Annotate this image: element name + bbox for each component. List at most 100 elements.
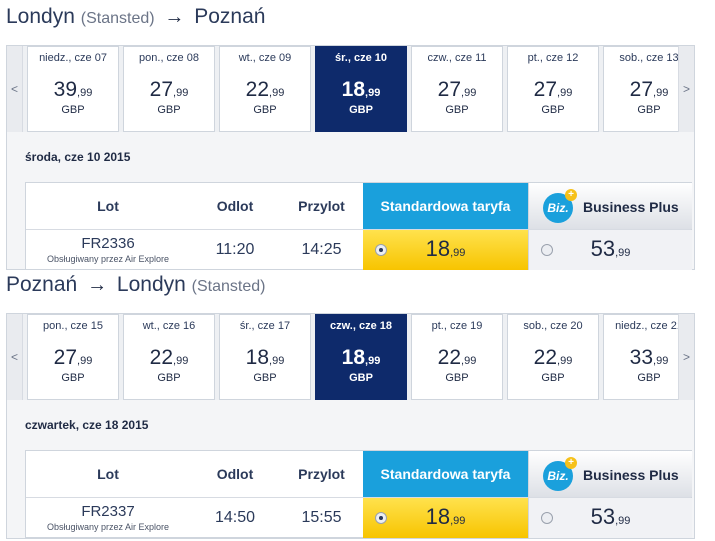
day-label: pon., cze 08 — [139, 52, 199, 64]
flight-number: FR2337 — [81, 503, 135, 520]
col-arrive-header: Przylot — [298, 198, 345, 214]
arrive-time: 15:55 — [301, 509, 342, 526]
day-price: 22,99 — [533, 346, 573, 369]
outbound-day-card[interactable]: pon., cze 08 27,99 GBP — [123, 46, 215, 132]
return-fare-table: Lot Odlot Przylot Standardowa taryfa Biz… — [25, 450, 692, 538]
outbound-prev-week-button[interactable]: < — [7, 46, 23, 132]
business-fare-option[interactable]: 53,99 — [528, 498, 692, 538]
return-destination-airport: (Stansted) — [191, 278, 266, 295]
return-prev-week-button[interactable]: < — [7, 314, 23, 400]
standard-fare-option[interactable]: 18,99 — [363, 230, 528, 270]
return-day-card[interactable]: pt., cze 19 22,99 GBP — [411, 314, 503, 400]
arrow-right-icon: → — [164, 6, 185, 28]
row-divider — [26, 497, 691, 498]
day-price: 18,99 — [245, 346, 285, 369]
day-price: 33,99 — [629, 346, 669, 369]
outbound-day-card[interactable]: niedz., cze 07 39,99 GBP — [27, 46, 119, 132]
day-currency: GBP — [157, 104, 181, 116]
day-currency: GBP — [445, 372, 469, 384]
day-price: 22,99 — [149, 346, 189, 369]
outbound-date-strip: < niedz., cze 07 39,99 GBP pon., cze 08 … — [7, 46, 695, 132]
day-price: 27,99 — [437, 78, 477, 101]
col-flight-header: Lot — [97, 466, 119, 482]
day-currency: GBP — [445, 104, 469, 116]
day-label: wt., cze 09 — [238, 52, 292, 64]
day-label: sob., cze 20 — [523, 320, 583, 332]
day-currency: GBP — [637, 104, 661, 116]
col-depart-header: Odlot — [216, 198, 254, 214]
business-plus-header: Biz. + Business Plus — [528, 451, 692, 497]
business-fare-price: 53,99 — [590, 236, 631, 261]
day-currency: GBP — [541, 372, 565, 384]
day-currency: GBP — [157, 372, 181, 384]
flight-number-cell: FR2336 Obsługiwany przez Air Explore — [26, 230, 190, 270]
business-fare-radio[interactable] — [541, 244, 553, 256]
return-origin: Poznań — [6, 273, 78, 296]
outbound-day-card-selected[interactable]: śr., cze 10 18,99 GBP — [315, 46, 407, 132]
day-currency: GBP — [61, 372, 85, 384]
outbound-fare-table: Lot Odlot Przylot Standardowa taryfa Biz… — [25, 182, 692, 270]
standard-fare-radio[interactable] — [375, 244, 387, 256]
day-label: pt., cze 12 — [527, 52, 579, 64]
business-fare-radio[interactable] — [541, 512, 553, 524]
business-plus-label: Business Plus — [583, 467, 679, 483]
return-route-title: Poznań → Londyn (Stansted) — [6, 273, 265, 297]
day-label: czw., cze 11 — [427, 52, 487, 64]
standard-fare-header: Standardowa taryfa — [363, 451, 528, 497]
return-day-card[interactable]: pon., cze 15 27,99 GBP — [27, 314, 119, 400]
col-depart-header: Odlot — [216, 466, 254, 482]
standard-fare-radio[interactable] — [375, 512, 387, 524]
standard-fare-option[interactable]: 18,99 — [363, 498, 528, 538]
day-price: 22,99 — [245, 78, 285, 101]
business-plus-label: Business Plus — [583, 199, 679, 215]
return-destination: Londyn — [116, 273, 186, 296]
day-price: 22,99 — [437, 346, 477, 369]
day-price: 18,99 — [341, 78, 381, 101]
day-label: sob., cze 13 — [619, 52, 679, 64]
day-price: 27,99 — [533, 78, 573, 101]
depart-time: 11:20 — [215, 241, 255, 258]
arrow-right-icon: → — [87, 274, 108, 296]
day-currency: GBP — [61, 104, 85, 116]
day-currency: GBP — [349, 372, 373, 384]
return-day-card[interactable]: wt., cze 16 22,99 GBP — [123, 314, 215, 400]
standard-fare-price: 18,99 — [425, 504, 466, 529]
day-currency: GBP — [541, 104, 565, 116]
plus-icon: + — [565, 189, 577, 201]
return-day-card[interactable]: sob., cze 20 22,99 GBP — [507, 314, 599, 400]
outbound-origin: Londyn — [6, 5, 75, 28]
business-fare-price: 53,99 — [590, 504, 631, 529]
standard-fare-header: Standardowa taryfa — [363, 183, 528, 229]
business-fare-option[interactable]: 53,99 — [528, 230, 692, 270]
outbound-full-date: środa, cze 10 2015 — [25, 150, 131, 164]
day-label: niedz., cze 21 — [615, 320, 683, 332]
day-price: 27,99 — [53, 346, 93, 369]
outbound-route-title: Londyn (Stansted) → Poznań — [6, 5, 265, 29]
day-price: 39,99 — [53, 78, 93, 101]
outbound-day-card[interactable]: pt., cze 12 27,99 GBP — [507, 46, 599, 132]
day-currency: GBP — [253, 104, 277, 116]
outbound-origin-airport: (Stansted) — [80, 10, 155, 27]
row-divider — [26, 229, 691, 230]
depart-time: 14:50 — [214, 509, 256, 526]
flight-operator: Obsługiwany przez Air Explore — [46, 254, 170, 264]
day-label: wt., cze 16 — [142, 320, 196, 332]
flight-number: FR2336 — [81, 235, 135, 252]
outbound-day-card[interactable]: czw., cze 11 27,99 GBP — [411, 46, 503, 132]
day-currency: GBP — [253, 372, 277, 384]
outbound-next-week-button[interactable]: > — [678, 46, 694, 132]
col-arrive-header: Przylot — [298, 466, 345, 482]
day-currency: GBP — [349, 104, 373, 116]
return-full-date: czwartek, cze 18 2015 — [25, 418, 149, 432]
outbound-destination: Poznań — [194, 5, 266, 28]
day-label: śr., cze 10 — [335, 52, 387, 64]
flight-operator: Obsługiwany przez Air Explore — [46, 522, 170, 532]
day-label: czw., cze 18 — [330, 320, 392, 332]
return-day-card[interactable]: śr., cze 17 18,99 GBP — [219, 314, 311, 400]
return-day-card-selected[interactable]: czw., cze 18 18,99 GBP — [315, 314, 407, 400]
outbound-day-card[interactable]: wt., cze 09 22,99 GBP — [219, 46, 311, 132]
return-next-week-button[interactable]: > — [678, 314, 694, 400]
plus-icon: + — [565, 457, 577, 469]
standard-fare-price: 18,99 — [425, 236, 466, 261]
day-label: pt., cze 19 — [431, 320, 483, 332]
